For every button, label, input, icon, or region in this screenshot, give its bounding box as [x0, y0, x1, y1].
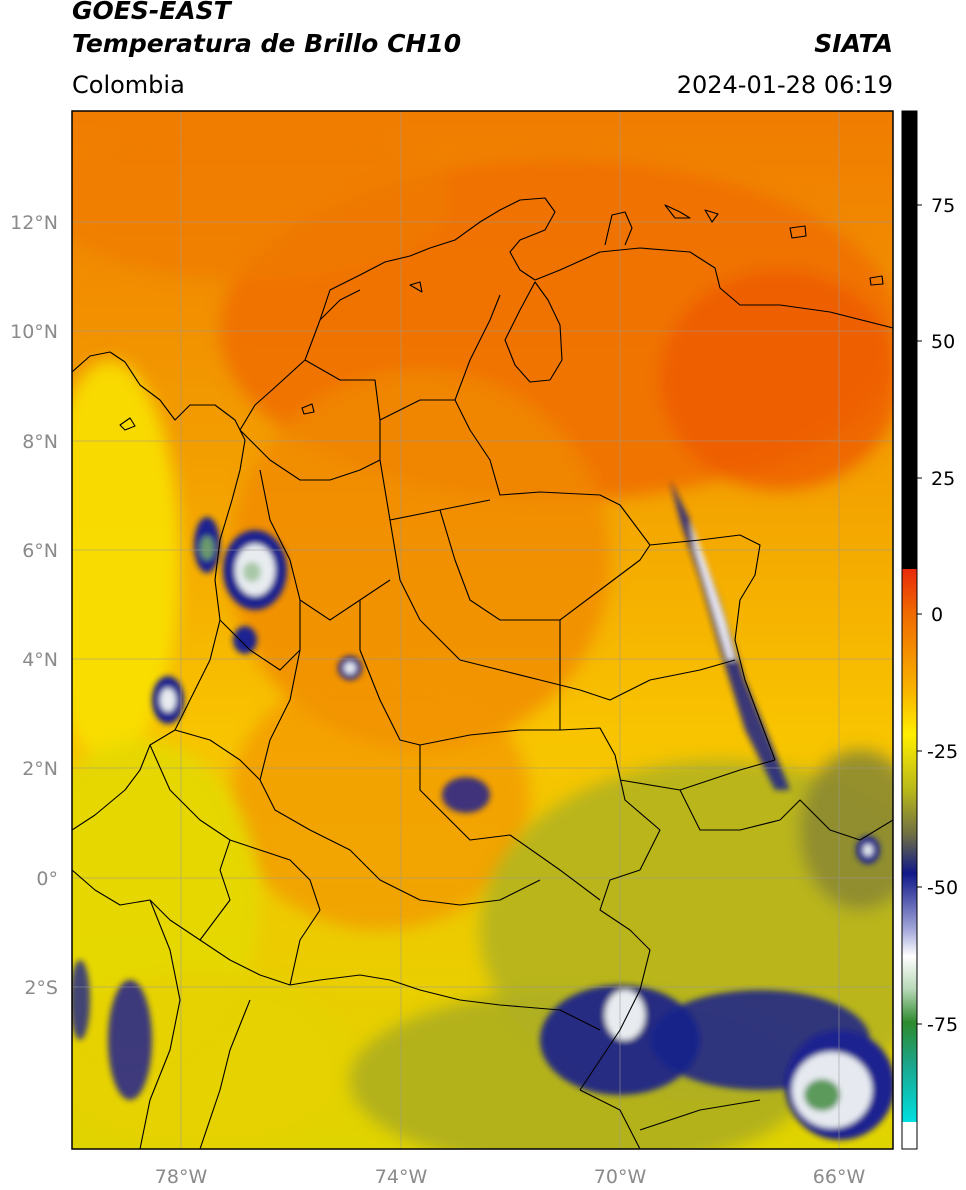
lat-tick-label: 10°N — [10, 321, 58, 343]
lat-tick-label: 6°N — [22, 540, 58, 562]
colorbar-tick-label: 25 — [931, 468, 955, 490]
colorbar-tick-label: 75 — [931, 195, 955, 217]
colorbar-tick-label: -50 — [927, 877, 958, 899]
colorbar-tick-label: 50 — [931, 331, 955, 353]
organization-label: SIATA — [814, 29, 893, 58]
product-title: Temperatura de Brillo CH10 — [72, 29, 462, 58]
colorbar-gradient — [902, 569, 917, 1122]
lon-tick-labels: 78°W 74°W 70°W 66°W — [155, 1166, 866, 1188]
lon-tick-label: 66°W — [813, 1166, 866, 1188]
colorbar: 75 50 25 0 -25 -50 -75 — [901, 110, 958, 1150]
lat-tick-label: 2°S — [24, 977, 58, 999]
colorbar-frame — [901, 110, 918, 1150]
colorbar-tick-label: 0 — [931, 604, 943, 626]
satellite-title: GOES-EAST — [72, 0, 231, 25]
satellite-image — [72, 111, 893, 1149]
gridlines — [72, 111, 893, 1149]
map-frame — [71, 110, 894, 1150]
lat-tick-labels: 12°N 10°N 8°N 6°N 4°N 2°N 0° 2°S — [10, 212, 58, 999]
colorbar-tick-label: -75 — [927, 1014, 958, 1036]
lat-tick-label: 0° — [36, 868, 58, 890]
lat-tick-label: 12°N — [10, 212, 58, 234]
lon-tick-label: 70°W — [594, 1166, 647, 1188]
lon-tick-label: 78°W — [155, 1166, 208, 1188]
colorbar-min-segment — [902, 1122, 917, 1149]
region-label: Colombia — [72, 71, 185, 99]
lat-tick-label: 4°N — [22, 649, 58, 671]
colorbar-hot-segment — [902, 111, 917, 569]
colorbar-tick-label: -25 — [927, 741, 958, 763]
borders-coastlines — [72, 197, 893, 1149]
lon-tick-label: 74°W — [375, 1166, 428, 1188]
lat-tick-label: 2°N — [22, 758, 58, 780]
timestamp-label: 2024-01-28 06:19 — [676, 71, 893, 99]
lat-tick-label: 8°N — [22, 431, 58, 453]
